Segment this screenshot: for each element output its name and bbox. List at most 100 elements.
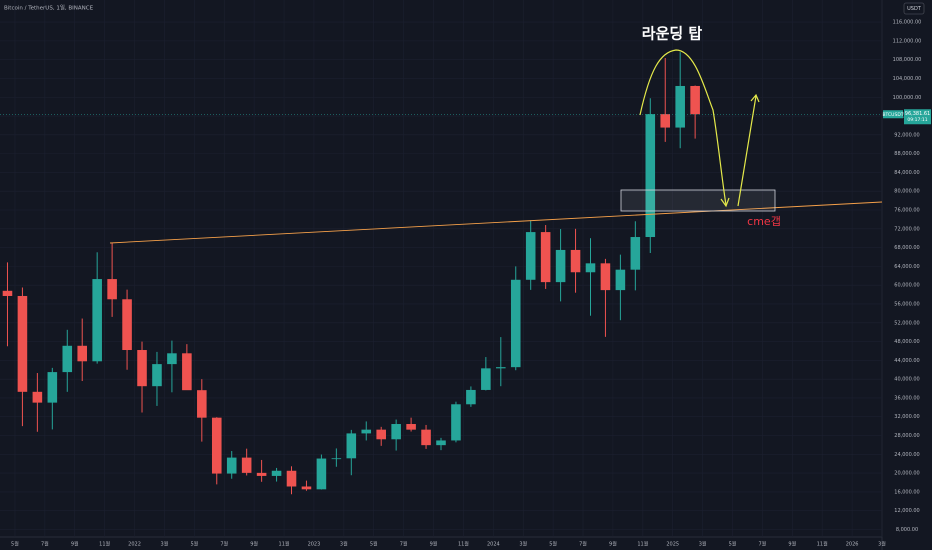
y-tick-label: 32,000.00 [894, 414, 919, 420]
x-tick-label: 11월 [637, 541, 648, 548]
candle-body [510, 279, 521, 368]
candle-body [286, 470, 297, 487]
candle-body [92, 279, 102, 362]
y-tick-label: 92,000.00 [894, 132, 919, 138]
candle-body [376, 429, 386, 440]
candle-body [585, 263, 596, 273]
candle-body [436, 440, 446, 446]
x-tick-label: 2026 [846, 542, 859, 548]
candle-body [107, 279, 117, 300]
candle-body [555, 249, 566, 283]
candle-body [137, 350, 147, 387]
rounding-top-curve [639, 49, 727, 206]
candle-body [316, 458, 327, 490]
candle-body [660, 114, 671, 128]
y-tick-label: 108,000.00 [893, 57, 922, 63]
y-tick-label: 36,000.00 [894, 395, 919, 401]
y-tick-label: 88,000.00 [894, 151, 919, 157]
candle-body [17, 295, 28, 392]
y-tick-label: 28,000.00 [894, 433, 919, 439]
chart-title: Bitcoin / TetherUS, 1일, BINANCE [4, 4, 94, 12]
x-tick-label: 2023 [308, 542, 321, 548]
candle-body [47, 372, 58, 403]
x-tick-label: 5월 [370, 541, 378, 548]
y-tick-label: 68,000.00 [894, 245, 919, 251]
candle-body [391, 424, 401, 440]
candle-body [152, 364, 162, 387]
x-tick-label: 11월 [279, 541, 290, 548]
y-tick-label: 40,000.00 [894, 377, 919, 383]
y-tick-label: 20,000.00 [894, 471, 919, 477]
candle-body [271, 470, 282, 476]
cme-gap-box [620, 189, 776, 212]
candle-body [675, 85, 685, 128]
x-tick-label: 5월 [190, 541, 198, 548]
candle-body [226, 457, 237, 474]
x-tick-label: 11월 [817, 541, 828, 548]
x-tick-label: 5월 [549, 541, 557, 548]
candle-body [346, 433, 357, 459]
y-tick-label: 16,000.00 [894, 489, 919, 495]
x-tick-label: 3월 [340, 541, 348, 548]
currency: USDT [907, 6, 922, 12]
arrow-head [720, 197, 730, 208]
x-tick-label: 7월 [220, 541, 228, 548]
x-tick-label: 5월 [729, 541, 737, 548]
annotation: 라운딩 탑 [642, 25, 703, 43]
candle-body [645, 114, 656, 238]
y-tick-label: 112,000.00 [893, 38, 922, 44]
candle-body [77, 345, 88, 362]
y-tick-label: 12,000.00 [894, 508, 919, 514]
y-tick-label: 84,000.00 [894, 170, 919, 176]
trend-line [109, 201, 883, 244]
candle-body [525, 232, 536, 280]
candle-body [331, 458, 342, 460]
symbol: BTCUSDT [882, 112, 903, 118]
x-tick-label: 9월 [609, 541, 617, 548]
candle-body [690, 85, 700, 115]
candle-body [197, 390, 207, 418]
x-tick-label: 3월 [699, 541, 707, 548]
x-tick-label: 11월 [458, 541, 469, 548]
candle-body [256, 472, 267, 476]
x-tick-label: 2025 [666, 542, 679, 548]
candle-body [451, 404, 461, 441]
countdown: 09:17:11 [907, 117, 927, 123]
candle-body [466, 389, 476, 405]
y-tick-label: 116,000.00 [893, 20, 922, 26]
candle-body [182, 353, 192, 391]
x-tick-label: 5월 [11, 541, 19, 548]
candle-body [615, 269, 626, 291]
y-tick-label: 24,000.00 [894, 452, 919, 458]
y-tick-label: 104,000.00 [893, 76, 922, 82]
up-arrow [737, 93, 760, 207]
y-tick-label: 48,000.00 [894, 339, 919, 345]
y-tick-label: 64,000.00 [894, 264, 919, 270]
y-tick-label: 80,000.00 [894, 189, 919, 195]
x-tick-label: 3월 [878, 541, 886, 548]
x-tick-label: 9월 [250, 541, 258, 548]
x-tick-label: 2024 [487, 542, 500, 548]
candle-body [481, 368, 491, 390]
y-tick-label: 76,000.00 [894, 208, 919, 214]
x-tick-label: 9월 [71, 541, 79, 548]
candle-body [122, 299, 132, 351]
candle-body [570, 249, 581, 273]
candle-body [2, 290, 13, 296]
y-tick-label: 44,000.00 [894, 358, 919, 364]
y-tick-label: 52,000.00 [894, 320, 919, 326]
candle-body [241, 457, 252, 473]
x-tick-label: 11월 [99, 541, 110, 548]
y-tick-label: 60,000.00 [894, 283, 919, 289]
y-tick-label: 8,000.00 [896, 527, 918, 533]
x-tick-label: 3월 [519, 541, 527, 548]
candle-body [62, 345, 73, 373]
candle-body [32, 391, 43, 403]
last-price-tag [904, 109, 931, 125]
symbol-tag [883, 110, 903, 119]
candle-body [496, 367, 506, 369]
candle-body [301, 486, 312, 490]
candle-body [361, 429, 372, 434]
